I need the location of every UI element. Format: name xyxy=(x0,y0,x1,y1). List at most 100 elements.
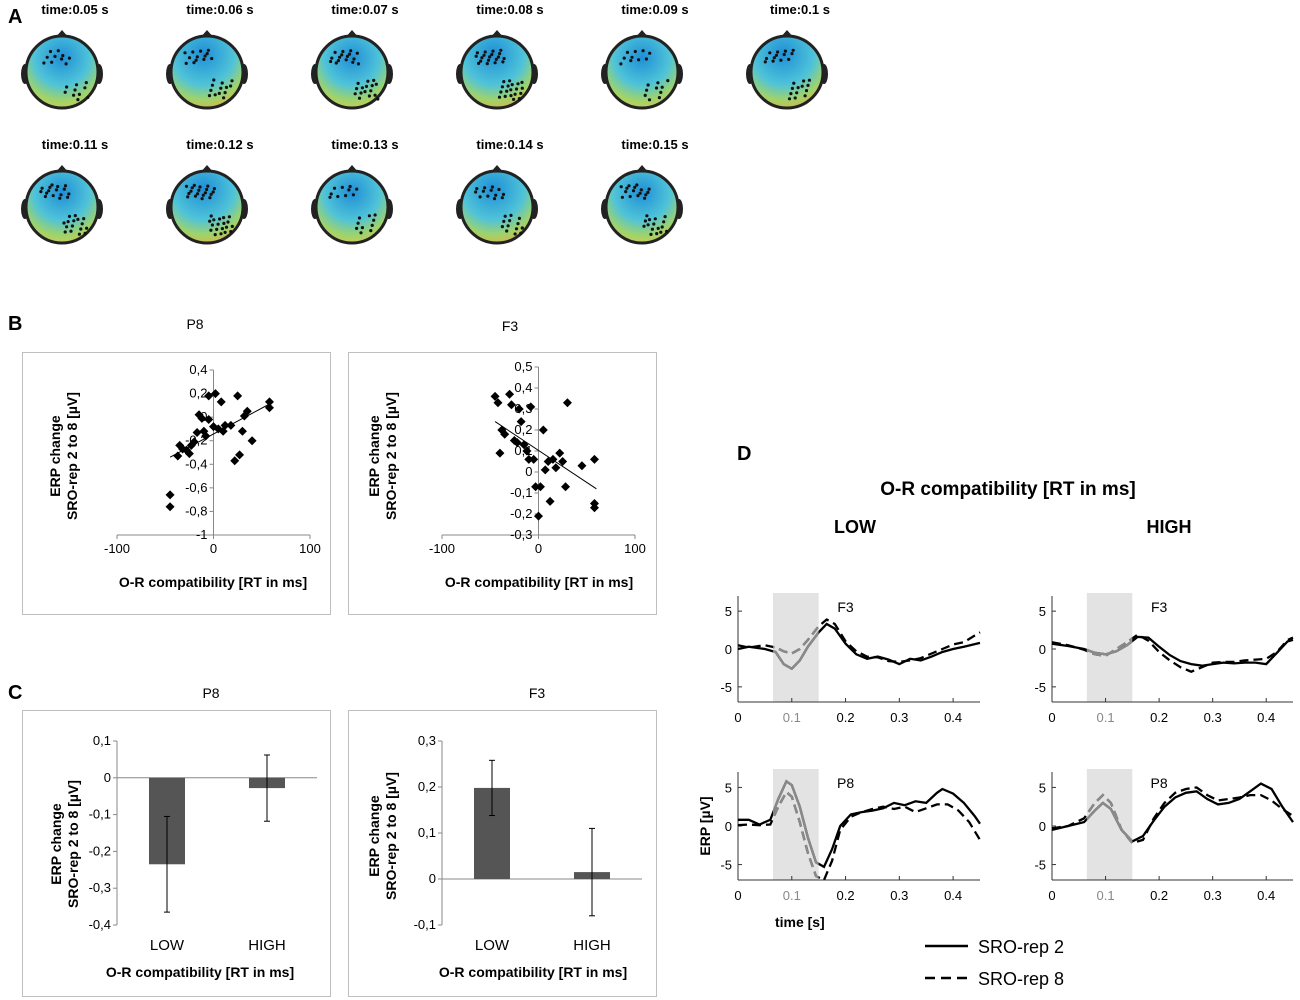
topomap-electrode-dot xyxy=(500,225,504,229)
topomap-electrode-dot xyxy=(374,82,378,86)
topomap-electrode-dot xyxy=(210,83,214,87)
topomap-electrode-dot xyxy=(631,189,636,193)
chart-title-c-f3: F3 xyxy=(528,685,546,701)
topomap-electrode-dot xyxy=(508,79,512,83)
series-line-sro-rep-8 xyxy=(1051,633,1294,673)
topomap-electrode-dot xyxy=(488,55,492,59)
topomap-electrode-dot xyxy=(364,84,369,88)
data-point xyxy=(189,437,199,447)
topomap-electrode-dot xyxy=(56,49,60,53)
data-point xyxy=(235,450,245,460)
topomap-electrode-dot xyxy=(212,78,216,82)
x-tick-label: 0 xyxy=(1048,888,1055,903)
topomap-electrode-dot xyxy=(369,89,373,93)
topomap-electrode-dot xyxy=(789,92,793,96)
topomap-electrode-dot xyxy=(62,187,66,191)
y-tick-label: 0 xyxy=(429,871,436,886)
topomap-electrode-dot xyxy=(482,53,486,57)
topomap-electrode-dot xyxy=(649,232,653,236)
topomap-electrode-dot xyxy=(360,86,364,90)
topomap-electrode-dot xyxy=(201,193,205,197)
topomap-head xyxy=(24,34,100,110)
panel-letter-d: D xyxy=(737,443,752,465)
topomap-electrode-dot xyxy=(514,227,519,231)
data-point xyxy=(524,454,534,464)
data-point xyxy=(589,454,599,464)
data-point xyxy=(516,417,526,427)
panel-d-title: O-R compatibility [RT in ms] xyxy=(880,479,1136,500)
topomap-electrode-dot xyxy=(652,222,656,226)
topomap-electrode-dot xyxy=(516,82,520,86)
topomap-electrode-dot xyxy=(329,59,333,64)
topomap-electrode-dot xyxy=(646,83,650,87)
topomap-electrode-dot xyxy=(192,61,196,65)
topomap-electrode-dot xyxy=(648,51,652,55)
y-tick-label: -0,1 xyxy=(89,807,111,822)
topomap-electrode-dot xyxy=(80,222,84,226)
topomap-electrode-dot xyxy=(655,232,659,236)
topomap-electrode-dot xyxy=(641,49,645,53)
topomap-electrode-dot xyxy=(795,91,799,95)
y-tick-label: 0,3 xyxy=(418,733,436,748)
topomap-head xyxy=(459,34,535,110)
x-axis-label-c-f3: O-R compatibility [RT in ms] xyxy=(438,964,628,980)
topomap-electrode-dot xyxy=(372,218,376,222)
trend-line xyxy=(169,402,272,458)
data-point xyxy=(514,404,524,414)
topomap-electrode-dot xyxy=(645,214,649,218)
topomap-electrode-dot xyxy=(196,192,200,196)
topomap-electrode-dot xyxy=(355,226,359,230)
topomap-electrode-dot xyxy=(66,195,70,199)
topomap-electrode-dot xyxy=(624,190,628,194)
topomap-electrode-dot xyxy=(347,188,351,192)
topomap-electrode-dot xyxy=(223,230,227,234)
topomap-electrode-dot xyxy=(506,84,510,88)
x-tick-label: 0.3 xyxy=(890,710,908,725)
topomap-electrode-dot xyxy=(477,61,481,65)
x-tick-label: 0.1 xyxy=(1097,710,1115,725)
topomap-electrode-dot xyxy=(360,226,364,230)
y-tick-label: 0,1 xyxy=(93,733,111,748)
topomap-electrode-dot xyxy=(340,185,344,189)
y-tick-label: -0,2 xyxy=(510,506,532,521)
topomap-electrode-dot xyxy=(502,56,506,61)
topomap-electrode-dot xyxy=(772,56,776,60)
topomap-electrode-dot xyxy=(183,51,187,55)
y-tick-label: 5 xyxy=(1039,780,1046,795)
topomap-electrode-dot xyxy=(807,78,812,82)
topomap-electrode-dot xyxy=(520,80,524,84)
topomap-electrode-dot xyxy=(764,56,769,61)
topomap-electrode-dot xyxy=(475,51,479,55)
data-point xyxy=(538,425,548,435)
topomap-electrode-dot xyxy=(54,188,59,192)
topomap-time-label: time:0.15 s xyxy=(621,137,689,152)
x-tick-label: 0.1 xyxy=(1097,888,1115,903)
topomap-electrode-dot xyxy=(206,184,210,188)
topomap-electrode-dot xyxy=(336,194,340,199)
topomap-electrode-dot xyxy=(207,94,212,98)
y-tick-label: 0,5 xyxy=(514,359,532,374)
topomap-electrode-dot xyxy=(660,225,664,229)
topomap-electrode-dot xyxy=(351,60,355,64)
topomap-electrode-dot xyxy=(328,195,332,199)
topomap-electrode-dot xyxy=(202,57,206,62)
x-tick-label: 0.3 xyxy=(1204,888,1222,903)
topomap-electrode-dot xyxy=(479,59,483,63)
topomap-electrode-dot xyxy=(187,56,192,60)
topomap-electrode-dot xyxy=(763,60,767,64)
topomap-electrode-dot xyxy=(645,88,649,92)
y-tick-label: 0 xyxy=(1039,819,1046,834)
topomap-electrode-dot xyxy=(619,62,623,66)
topomap-electrode-dot xyxy=(79,227,83,231)
topomap-electrode-dot xyxy=(209,214,213,218)
x-tick-label: 100 xyxy=(624,541,646,556)
topomap-electrode-dot xyxy=(70,224,74,228)
topomap-electrode-dot xyxy=(475,187,479,191)
topomap-electrode-dot xyxy=(340,53,344,57)
topomap-electrode-dot xyxy=(224,225,229,229)
topomap-electrode-dot xyxy=(50,183,54,187)
topomap-electrode-dot xyxy=(509,88,513,92)
y-axis-label-erp: ERP [µV] xyxy=(697,796,713,855)
topomap-electrode-dot xyxy=(643,219,648,223)
data-point xyxy=(237,426,247,436)
